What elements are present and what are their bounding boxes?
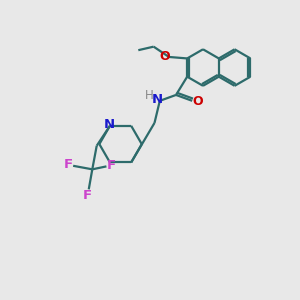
Text: O: O — [160, 50, 170, 63]
Text: N: N — [103, 118, 115, 131]
Text: F: F — [83, 189, 92, 202]
Text: F: F — [107, 159, 116, 172]
Text: N: N — [152, 93, 163, 106]
Text: H: H — [145, 89, 154, 102]
Text: O: O — [192, 95, 203, 108]
Text: F: F — [63, 158, 72, 171]
